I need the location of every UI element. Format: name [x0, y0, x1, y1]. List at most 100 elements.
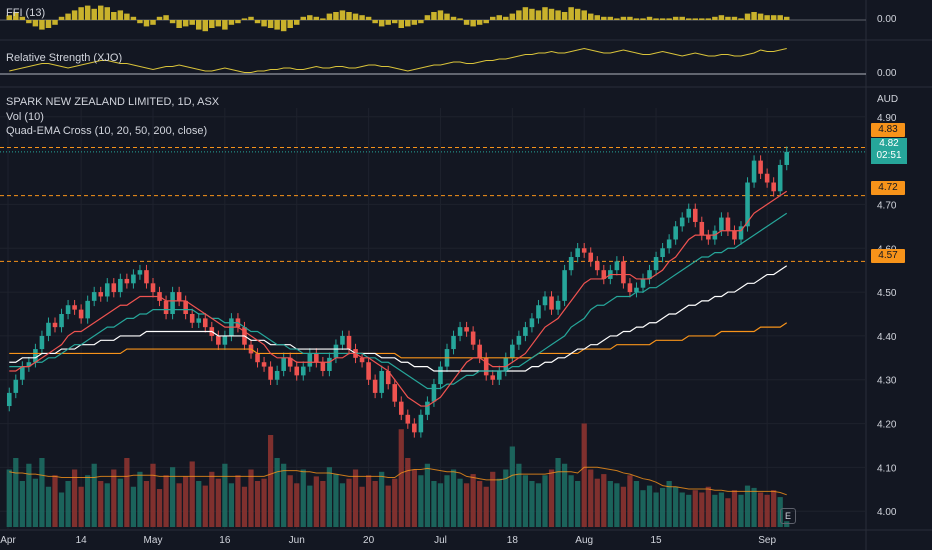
candle	[647, 264, 652, 285]
rs-title[interactable]: Relative Strength (XJO)	[6, 52, 123, 64]
volume-bar	[679, 492, 685, 527]
candle-body	[431, 384, 437, 402]
volume-bar	[267, 435, 274, 527]
ffi-bar	[561, 12, 568, 20]
candle-body	[183, 300, 188, 314]
candle	[614, 256, 620, 276]
candle-body	[26, 362, 32, 367]
volume-bar	[32, 478, 39, 527]
ffi-bar	[555, 10, 561, 20]
ffi-bar	[633, 18, 640, 20]
ffi-bar	[372, 20, 378, 24]
volume-bar	[483, 486, 489, 527]
ffi-bar	[13, 12, 19, 20]
volume-bar	[58, 492, 65, 527]
candle-body	[614, 261, 620, 271]
volume-bar	[104, 483, 110, 527]
price-tag-mid: 4.72	[871, 181, 905, 195]
ema-title[interactable]: Quad-EMA Cross (10, 20, 50, 200, close)	[6, 125, 208, 137]
ffi-bar	[744, 13, 751, 20]
ffi-bar	[646, 16, 653, 20]
volume-bar	[718, 492, 725, 527]
candle-body	[372, 379, 378, 393]
volume-bar	[633, 481, 640, 527]
candle	[496, 365, 502, 386]
volume-bar	[588, 469, 594, 527]
ffi-bar	[470, 20, 476, 27]
volume-bar	[757, 492, 764, 527]
candle-body	[314, 353, 319, 363]
ffi-bar	[692, 18, 699, 20]
candle	[725, 212, 731, 236]
candle	[59, 308, 64, 333]
ffi-bar	[261, 20, 267, 27]
candle	[464, 321, 469, 337]
volume-bar	[372, 481, 378, 527]
ffi-bar	[731, 16, 738, 20]
volume-bar	[568, 475, 574, 527]
ffi-bar	[287, 20, 293, 28]
volume-bar	[392, 478, 398, 527]
candle	[542, 291, 548, 311]
candle	[314, 348, 319, 368]
candle	[13, 374, 19, 399]
candle	[549, 291, 554, 315]
candle	[398, 396, 404, 421]
ffi-bar	[738, 18, 744, 20]
y-tick-label: 4.00	[877, 507, 897, 518]
candle	[758, 155, 763, 180]
ffi-title[interactable]: FFI (13)	[6, 7, 46, 19]
y-tick-label: 4.70	[877, 200, 897, 211]
rs-line	[9, 47, 787, 73]
candle	[98, 286, 104, 302]
candle-body	[392, 384, 398, 402]
ema20-line	[9, 212, 788, 390]
ffi-bar	[91, 8, 97, 20]
ffi-bar	[509, 13, 516, 20]
volume-bar	[731, 490, 738, 527]
ffi-bar	[685, 18, 692, 20]
volume-bar	[764, 494, 770, 527]
volume-bar	[359, 486, 365, 527]
y-tick-label: 4.10	[877, 463, 897, 474]
candle	[673, 221, 678, 245]
ffi-bar	[307, 15, 313, 20]
volume-bar	[26, 463, 32, 527]
volume-bar	[646, 485, 653, 527]
vol-title[interactable]: Vol (10)	[6, 111, 44, 123]
volume-bar	[463, 483, 470, 527]
volume-bar	[307, 485, 313, 527]
candle	[588, 247, 594, 267]
candle	[300, 361, 306, 381]
candle-body	[425, 401, 430, 415]
volume-bar	[183, 476, 189, 527]
symbol-title[interactable]: SPARK NEW ZEALAND LIMITED, 1D, ASX	[6, 96, 220, 108]
candle-body	[581, 248, 587, 253]
ffi-bar	[405, 20, 411, 27]
ffi-bar	[195, 20, 202, 30]
candle-body	[666, 239, 672, 249]
candle-body	[771, 182, 776, 192]
earnings-e-icon[interactable]: E	[780, 508, 796, 524]
candle	[176, 286, 182, 307]
ffi-bar	[300, 16, 307, 20]
candle-body	[131, 274, 136, 284]
ffi-bar	[274, 20, 280, 30]
ffi-bar	[431, 12, 437, 20]
ffi-bar	[71, 10, 78, 20]
volume-bar	[561, 463, 568, 527]
candle-body	[699, 221, 705, 236]
volume-bar	[457, 478, 463, 527]
candle	[359, 352, 365, 368]
candle-body	[398, 401, 404, 415]
candle-body	[287, 357, 293, 367]
candle-body	[725, 217, 731, 231]
candle-body	[470, 331, 476, 345]
candle	[660, 242, 665, 263]
volume-bar	[150, 463, 156, 527]
candle-body	[764, 173, 770, 183]
candle-body	[366, 362, 371, 380]
candle-body	[496, 370, 502, 380]
volume-bar	[352, 469, 359, 527]
